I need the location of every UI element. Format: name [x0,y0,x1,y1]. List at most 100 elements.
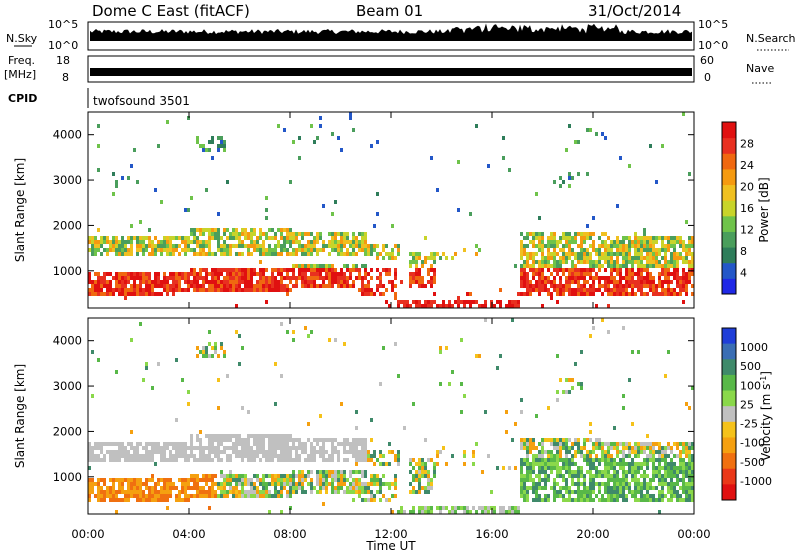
echo-cell [625,248,628,252]
echo-cell [355,438,358,442]
echo-cell [361,276,364,280]
echo-cell [670,236,673,240]
echo-cell [340,252,343,256]
colorbar-swatch [722,343,736,360]
echo-cell [235,486,238,490]
echo-cell [94,284,97,288]
echo-cell [679,280,682,284]
echo-cell [559,438,562,442]
echo-cell [541,450,544,454]
echo-cell [583,474,586,478]
echo-cell [379,486,382,490]
echo-cell [163,482,166,486]
echo-cell [541,280,544,284]
echo-cell [604,280,607,284]
echo-cell [499,288,502,292]
echo-cell [226,288,229,292]
echo-cell [217,450,220,454]
echo-cell [562,292,565,296]
echo-cell [298,482,301,486]
echo-cell [241,276,244,280]
echo-cell [655,466,658,470]
echo-cell [259,244,262,248]
echo-cell [97,486,100,490]
echo-cell [355,486,358,490]
echo-cell [154,450,157,454]
echo-cell [292,490,295,494]
echo-cell [394,244,397,248]
echo-cell [682,466,685,470]
echo-cell [583,498,586,502]
echo-cell [355,268,358,272]
echo-cell [415,304,418,308]
echo-cell [286,482,289,486]
echo-cell [613,490,616,494]
echo-cell [670,478,673,482]
echo-cell [370,288,373,292]
echo-cell [208,148,211,152]
echo-cell [340,402,343,406]
echo-cell [163,236,166,240]
echo-cell [196,438,199,442]
echo-cell [652,256,655,260]
echo-cell [538,216,541,220]
echo-cell [673,248,676,252]
echo-cell [367,486,370,490]
echo-cell [568,232,571,236]
echo-cell [559,486,562,490]
echo-cell [298,156,301,160]
echo-cell [637,454,640,458]
echo-cell [94,482,97,486]
echo-cell [556,474,559,478]
echo-cell [622,482,625,486]
echo-cell [634,280,637,284]
echo-cell [637,482,640,486]
echo-cell [646,486,649,490]
echo-cell [385,300,388,304]
echo-cell [238,272,241,276]
echo-cell [109,284,112,288]
echo-cell [535,486,538,490]
echo-cell [352,478,355,482]
echo-cell [127,490,130,494]
echo-cell [373,248,376,252]
echo-cell [103,240,106,244]
echo-cell [388,486,391,490]
echo-cell [337,450,340,454]
echo-cell [148,280,151,284]
echo-cell [136,180,139,184]
echo-cell [574,442,577,446]
echo-cell [319,470,322,474]
echo-cell [532,284,535,288]
echo-cell [562,458,565,462]
echo-cell [196,136,199,140]
echo-cell [220,470,223,474]
echo-cell [331,244,334,248]
echo-cell [547,260,550,264]
echo-cell [484,510,487,514]
echo-cell [220,244,223,248]
echo-cell [598,236,601,240]
echo-cell [190,474,193,478]
echo-cell [337,478,340,482]
echo-cell [685,402,688,406]
echo-cell [589,256,592,260]
echo-cell [352,438,355,442]
echo-cell [91,458,94,462]
echo-cell [439,304,442,308]
echo-cell [112,236,115,240]
echo-cell [229,438,232,442]
echo-cell [274,284,277,288]
echo-cell [376,284,379,288]
echo-cell [424,236,427,240]
echo-cell [649,264,652,268]
echo-cell [520,494,523,498]
echo-cell [268,276,271,280]
echo-cell [208,252,211,256]
colorbar-tick-label: -100 [740,437,765,450]
echo-cell [373,498,376,502]
echo-cell [223,350,226,354]
echo-cell [445,506,448,510]
echo-cell [598,482,601,486]
